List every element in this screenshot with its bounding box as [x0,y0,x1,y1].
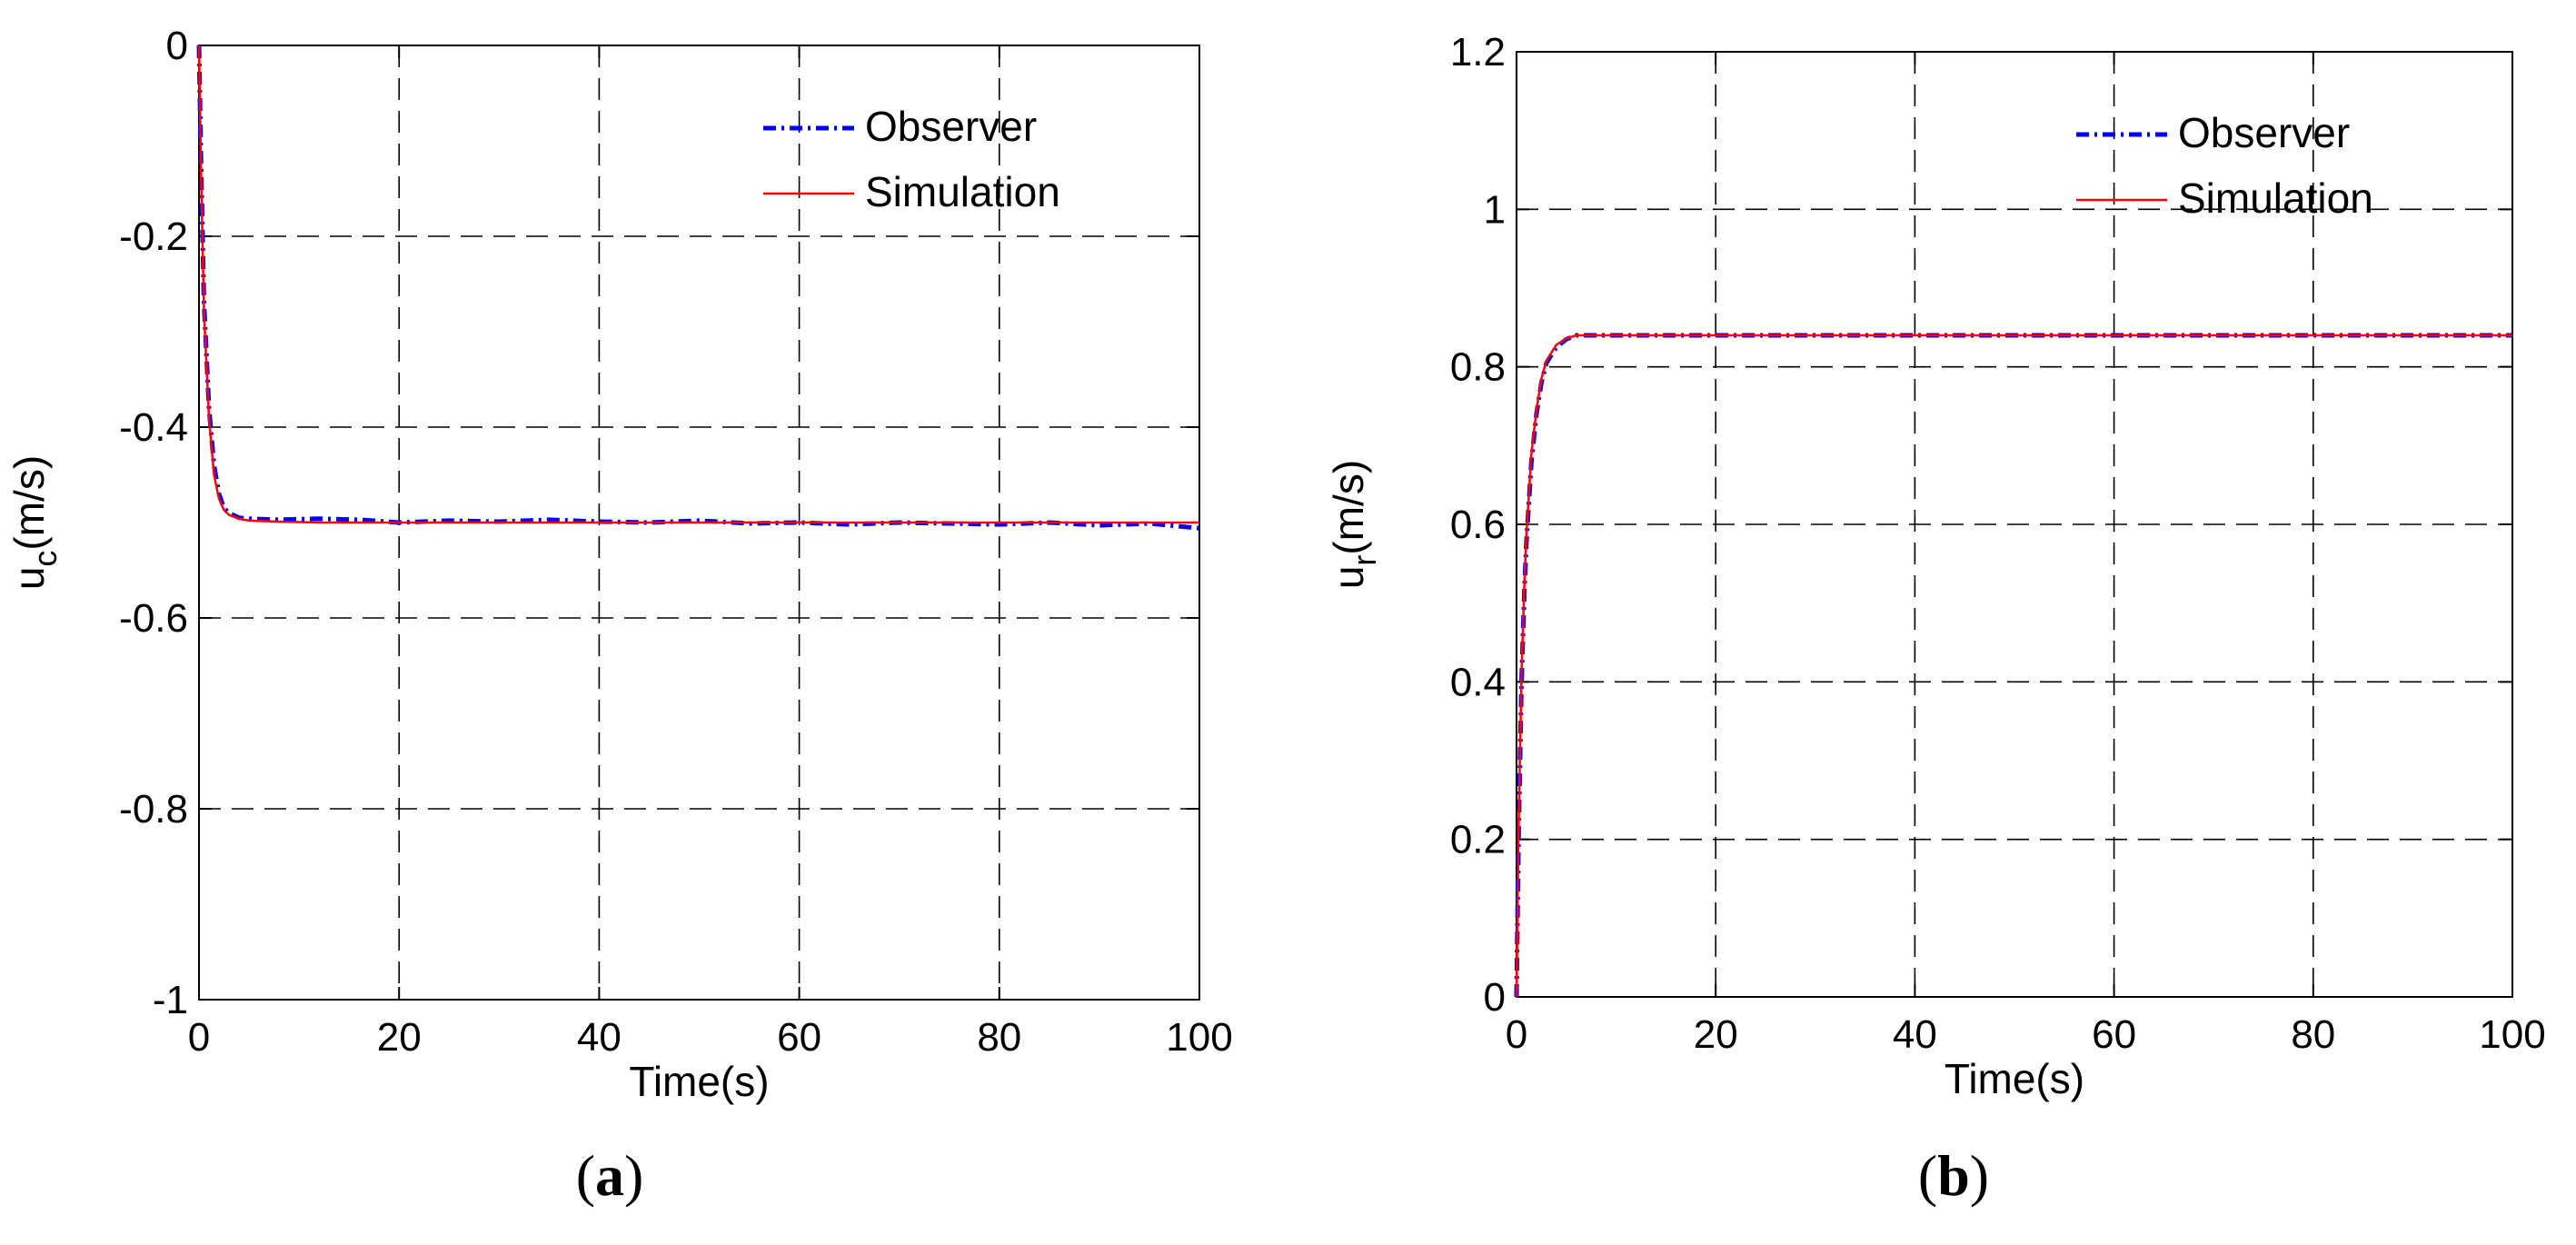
y-tick-label: 0 [166,24,188,68]
series-line-simulation [1515,334,2512,998]
x-axis-label: Time(s) [629,1058,769,1105]
x-tick-label: 40 [577,1015,622,1060]
x-tick-label: 60 [777,1015,821,1060]
x-tick-label: 100 [1166,1015,1232,1060]
x-tick-label: 20 [377,1015,422,1060]
y-tick-label: 0.4 [1450,660,1506,704]
series-line-simulation [197,45,1199,524]
y-axis-label-unit: (m/s) [5,455,53,551]
panel-caption: (b) [1918,1143,1989,1208]
panel-caption-open: ( [1918,1143,1937,1208]
panel-caption: (a) [576,1143,644,1208]
y-tick-label: -1 [153,978,188,1022]
legend-label-simulation: Simulation [865,168,1060,215]
y-axis-label-unit: (m/s) [1325,460,1372,555]
y-tick-label: 0 [1484,975,1506,1020]
y-tick-label: -0.6 [119,596,188,641]
y-tick-label: 1 [1484,187,1506,232]
y-axis-label-sub: r [1346,555,1383,566]
x-tick-label: 100 [2479,1012,2545,1057]
y-axis-label-main: u [5,567,53,591]
y-tick-label: -0.4 [119,405,188,450]
y-axis-label: ur(m/s) [1325,460,1383,589]
chart-panel-b: 0 20 40 60 80 100 0 0.2 0.4 0.6 0.8 1 1.2 Observer Sim… [1325,30,2546,1208]
x-tick-label: 80 [2291,1012,2335,1057]
y-tick-label: 0.2 [1450,818,1506,862]
panel-caption-close: ) [624,1143,643,1208]
series-line-observer [196,45,1200,531]
chart-panel-a: 0 20 40 60 80 100 -1 -0.8 -0.6 -0.4 -0.2 0 Observer S… [5,24,1233,1208]
panel-caption-letter: b [1937,1143,1970,1208]
panel-caption-close: ) [1970,1143,1989,1208]
x-axis-label: Time(s) [1944,1055,2084,1102]
x-tick-label: 40 [1893,1012,1937,1057]
y-tick-label: -0.2 [119,214,188,259]
x-tick-label: 20 [1694,1012,1738,1057]
x-tick-label: 0 [1506,1012,1527,1057]
y-tick-label: 1.2 [1450,30,1506,75]
y-tick-label: 0.6 [1450,503,1506,547]
legend-label-observer: Observer [2178,109,2350,156]
x-tick-label: 80 [977,1015,1021,1060]
x-tick-label: 60 [2092,1012,2136,1057]
panel-caption-open: ( [576,1143,595,1208]
y-axis-label: uc(m/s) [5,455,64,590]
y-tick-label: 0.8 [1450,345,1506,390]
panel-caption-letter: a [595,1143,624,1208]
y-tick-label: -0.8 [119,787,188,832]
legend-label-simulation: Simulation [2178,174,2373,222]
x-tick-label: 0 [188,1015,210,1060]
y-axis-label-sub: c [26,551,64,567]
legend-label-observer: Observer [865,103,1037,150]
y-axis-label-main: u [1325,566,1372,590]
